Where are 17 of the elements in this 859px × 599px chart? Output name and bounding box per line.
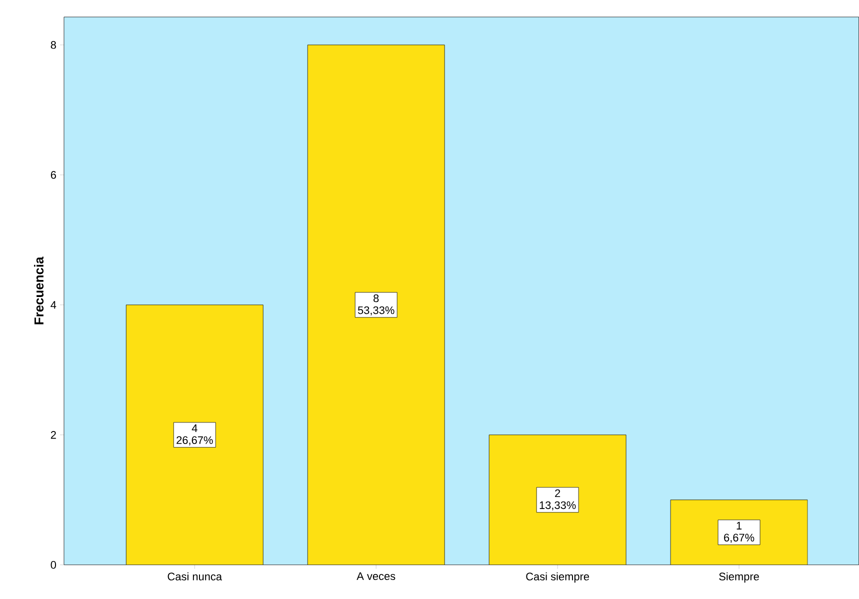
y-tick-label: 8 (50, 41, 56, 49)
data-label: 4 26,67% (176, 424, 213, 446)
data-label: 2 13,33% (540, 489, 576, 510)
y-axis-title: Frecuencia (34, 256, 44, 324)
x-tick-label: A veces (356, 572, 396, 580)
bar (488, 434, 626, 565)
y-tick-label: 6 (50, 171, 56, 179)
x-tick-label: Casi siempre (526, 572, 590, 583)
y-tick-label: 4 (50, 301, 56, 309)
x-tick-label: Casi nunca (168, 572, 222, 580)
data-label: 1 6,67% (724, 522, 754, 543)
y-tick-label: 0 (50, 561, 56, 569)
x-tick-label: Siempre (719, 572, 759, 583)
y-tick-label: 2 (50, 431, 56, 439)
bar (126, 304, 264, 565)
bar (307, 44, 445, 565)
data-label: 8 53,33% (358, 294, 394, 316)
